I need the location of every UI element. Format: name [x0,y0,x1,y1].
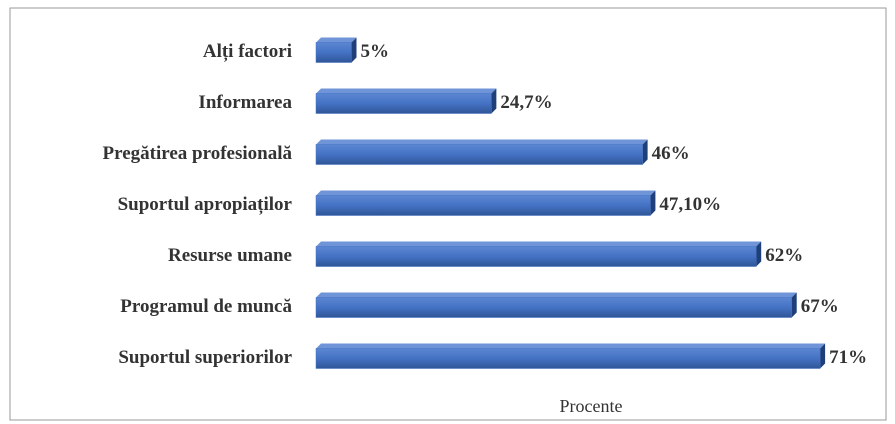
bar [315,144,643,165]
bar [315,195,651,216]
category-label: Informarea [198,92,292,113]
bar-top [316,37,357,43]
category-label: Programul de muncă [120,296,292,317]
value-label: 47,10% [659,194,721,215]
category-label: Suportul apropiaților [118,194,293,215]
category-label: Pregătirea profesională [103,143,293,164]
category-label: Suportul superiorilor [118,347,292,368]
bar-side [820,343,826,369]
value-label: 24,7% [500,92,552,113]
value-label: 71% [829,347,867,368]
bar-top [316,139,648,145]
x-axis-label: Procente [560,396,623,416]
bar [315,42,352,63]
bar [315,348,821,369]
value-label: 5% [361,41,390,62]
value-label: 62% [765,245,803,266]
value-label: 46% [652,143,690,164]
bar-side [791,292,797,318]
bar-top [316,88,497,94]
bar-top [316,292,797,298]
bar-side [351,37,357,63]
bar [315,297,792,318]
bar-side [756,241,762,267]
bar [315,93,492,114]
bar-side [650,190,656,216]
bar-top [316,241,762,247]
bar-top [316,190,656,196]
bar-top [316,343,826,349]
bar-side [642,139,648,165]
bar [315,246,757,267]
value-label: 67% [801,296,839,317]
category-label: Alți factori [203,41,292,62]
bar-side [491,88,497,114]
category-label: Resurse umane [168,245,292,266]
